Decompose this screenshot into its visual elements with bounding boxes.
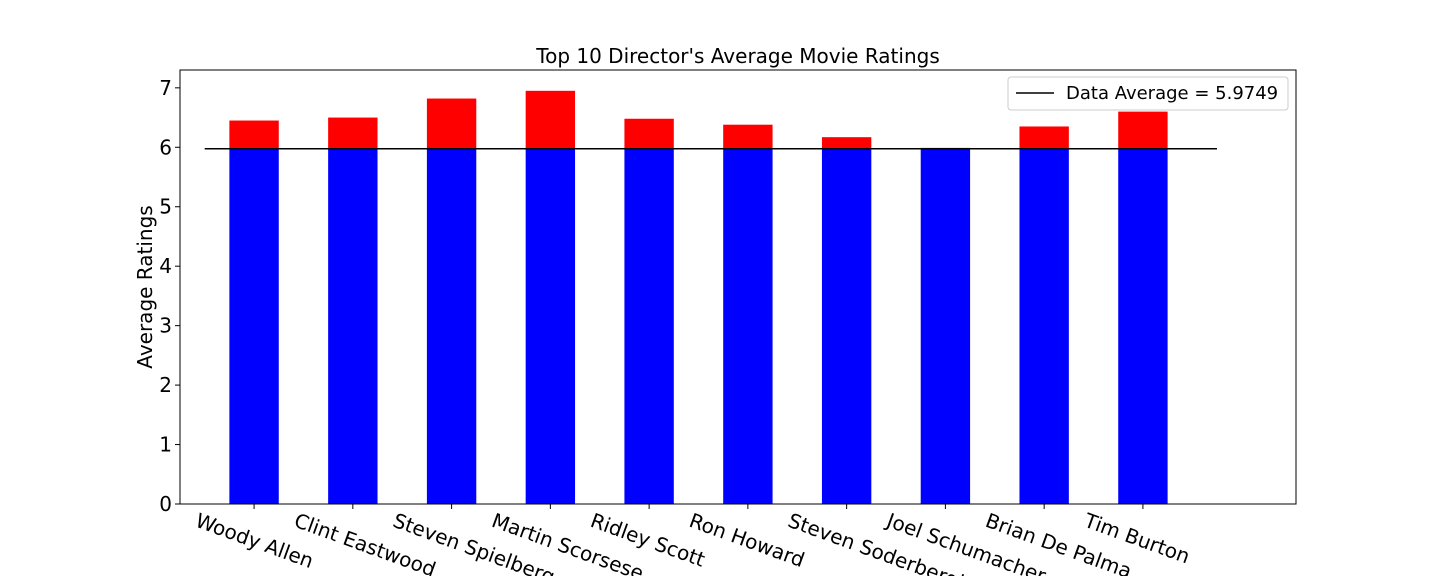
y-tick-label: 5 <box>159 195 172 219</box>
legend-box <box>1007 76 1289 111</box>
bar-base-2 <box>328 148 378 505</box>
bar-above-average-4 <box>525 90 576 149</box>
bar-above-average-5 <box>624 118 674 149</box>
chart-title: Top 10 Director's Average Movie Ratings <box>535 44 939 68</box>
legend: Data Average = 5.9749 <box>1007 76 1289 111</box>
bar-base-1 <box>229 148 279 505</box>
y-tick-label: 4 <box>159 254 172 278</box>
bar-base-8 <box>920 148 971 505</box>
y-tick-label: 6 <box>159 135 172 159</box>
bar-base-9 <box>1019 148 1069 505</box>
bar-base-10 <box>1118 148 1168 505</box>
bar-base-5 <box>624 148 674 505</box>
bar-above-average-1 <box>229 120 279 149</box>
bar-base-7 <box>821 148 872 505</box>
legend-label: Data Average = 5.9749 <box>1066 83 1278 104</box>
y-tick-label: 1 <box>159 433 172 457</box>
y-tick-label: 0 <box>159 492 172 516</box>
y-tick-label: 7 <box>159 76 172 100</box>
bar-above-average-3 <box>426 98 477 149</box>
y-axis: 0 1 2 3 4 5 6 7 <box>159 76 180 516</box>
bar-above-average-9 <box>1019 126 1069 149</box>
bars-group <box>229 90 1168 505</box>
bar-base-3 <box>426 148 477 505</box>
y-tick-label: 3 <box>159 314 172 338</box>
bar-above-average-10 <box>1118 111 1168 149</box>
bar-above-average-6 <box>723 124 773 149</box>
bar-above-average-7 <box>821 137 872 149</box>
bar-base-4 <box>525 148 576 505</box>
bar-above-average-2 <box>328 117 378 149</box>
y-tick-label: 2 <box>159 373 172 397</box>
y-axis-label: Average Ratings <box>133 205 157 368</box>
plot-frame <box>179 69 1297 505</box>
bar-base-6 <box>723 148 773 505</box>
